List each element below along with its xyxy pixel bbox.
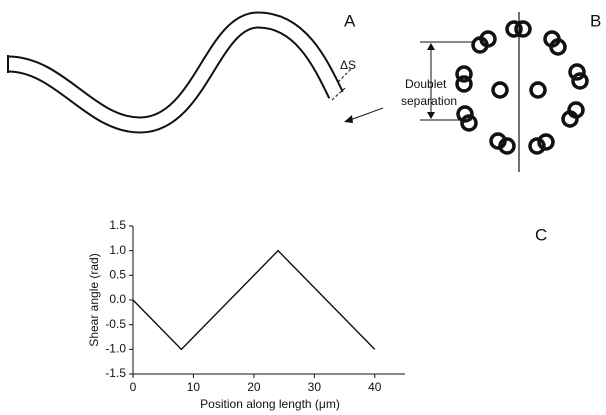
y-tick-label: -1.0 <box>105 342 126 356</box>
flagellum-diagram <box>7 11 384 134</box>
x-tick-label: 20 <box>247 380 261 394</box>
x-tick-label: 10 <box>187 380 201 394</box>
panel-label: C <box>535 225 547 244</box>
annotation: Doublet <box>405 77 447 91</box>
y-tick-label: 0.5 <box>109 268 126 282</box>
y-tick-label: -0.5 <box>105 317 126 331</box>
data-line <box>132 249 376 351</box>
y-axis-label: Shear angle (rad) <box>87 253 101 346</box>
axoneme-diagram <box>420 12 589 172</box>
y-tick-label: -1.5 <box>105 366 126 380</box>
x-tick-label: 40 <box>368 380 382 394</box>
y-tick-label: 1.5 <box>109 218 126 232</box>
y-tick-label: 0.0 <box>109 292 126 306</box>
x-axis-label: Position along length (μm) <box>200 397 340 411</box>
delta-label: ΔS <box>340 58 356 72</box>
x-tick-label: 0 <box>130 380 137 394</box>
panel-label: B <box>590 11 601 30</box>
y-tick-label: 1.0 <box>109 243 126 257</box>
x-tick-label: 30 <box>308 380 322 394</box>
panel-label: A <box>344 11 356 30</box>
annotation: separation <box>401 94 457 108</box>
